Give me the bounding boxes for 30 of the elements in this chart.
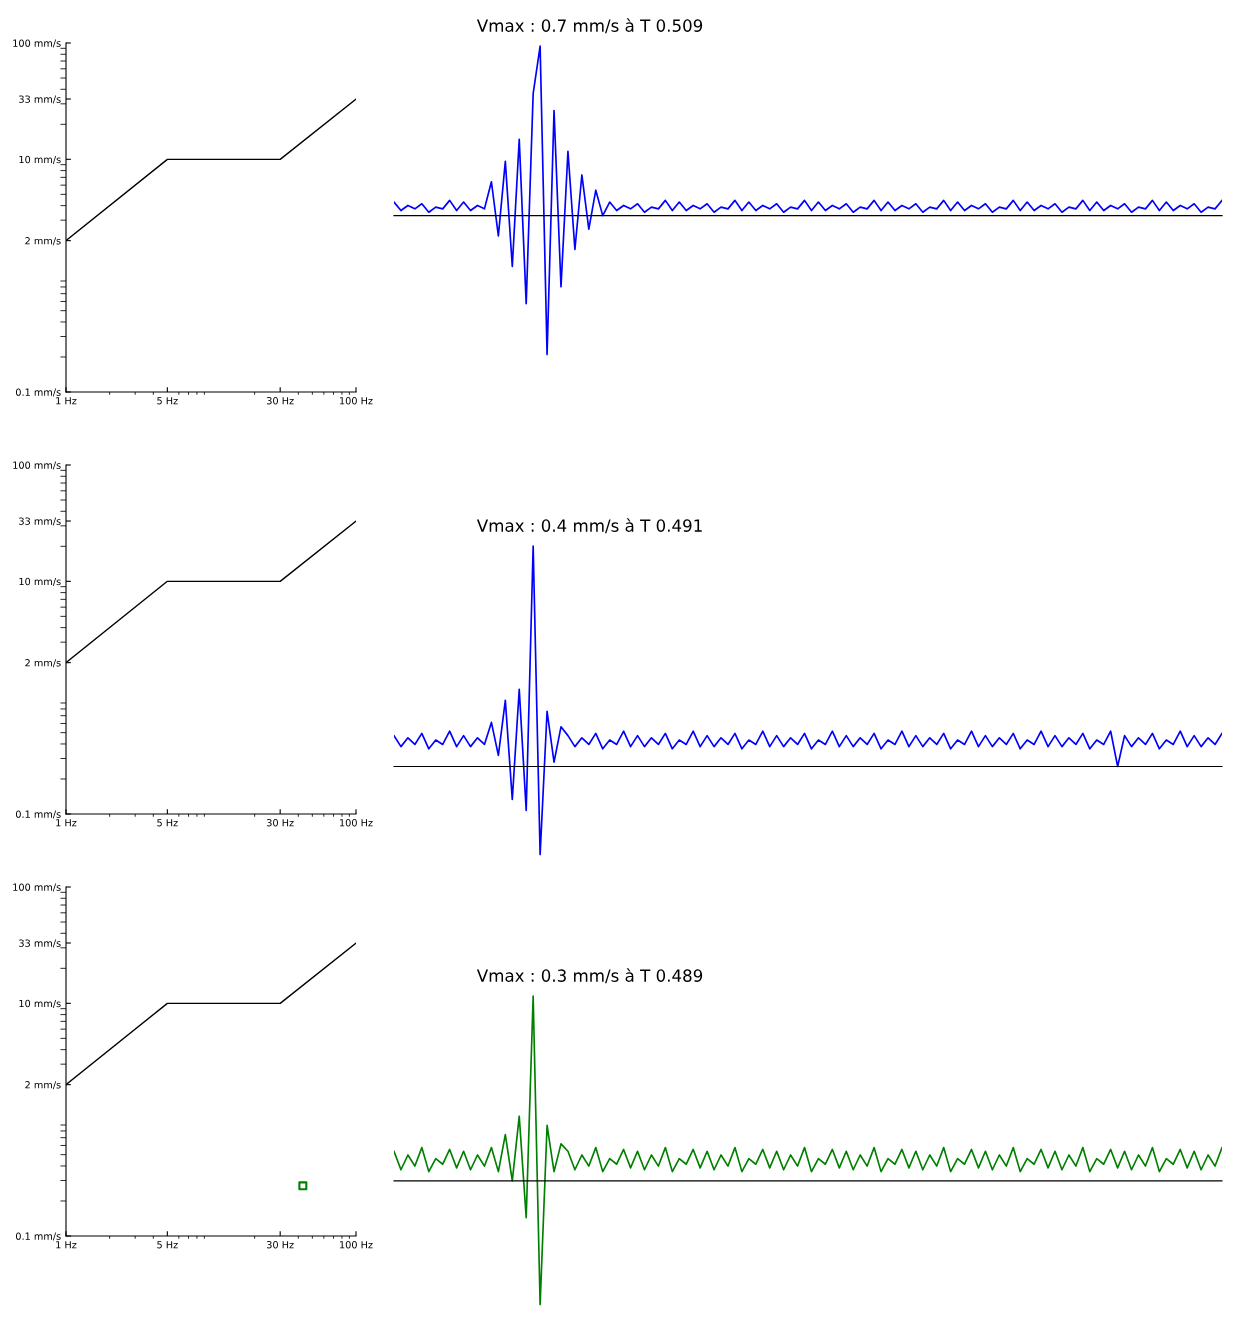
y-tick-label: 33 mm/s (19, 95, 61, 104)
x-tick-label: 30 Hz (266, 819, 294, 827)
x-tick-label: 100 Hz (340, 819, 373, 827)
y-tick-label: 100 mm/s (13, 461, 61, 470)
y-tick-label: 10 mm/s (19, 999, 61, 1008)
y-tick-label: 0.1 mm/s (15, 810, 61, 819)
y-tick-label: 33 mm/s (19, 517, 61, 526)
x-tick-label: 30 Hz (266, 397, 294, 405)
chart-title: Vmax : 0.4 mm/s à T 0.491 (476, 518, 702, 534)
y-tick-label: 2 mm/s (25, 659, 61, 668)
x-tick-label: 1 Hz (56, 397, 77, 405)
y-tick-label: 100 mm/s (13, 883, 61, 892)
y-tick-label: 33 mm/s (19, 939, 61, 948)
chart-title: Vmax : 0.3 mm/s à T 0.489 (476, 968, 703, 984)
x-tick-label: 100 Hz (340, 1241, 373, 1249)
x-tick-label: 5 Hz (157, 819, 178, 827)
x-tick-label: 1 Hz (56, 1241, 77, 1249)
y-tick-label: 10 mm/s (19, 577, 61, 586)
y-tick-label: 0.1 mm/s (15, 388, 61, 397)
y-tick-label: 2 mm/s (25, 1081, 61, 1090)
x-tick-label: 100 Hz (340, 397, 373, 405)
y-tick-label: 2 mm/s (25, 237, 61, 246)
x-tick-label: 5 Hz (157, 1241, 178, 1249)
x-tick-label: 30 Hz (266, 1241, 294, 1249)
y-tick-label: 0.1 mm/s (15, 1232, 61, 1241)
x-tick-label: 1 Hz (56, 819, 77, 827)
y-tick-label: 10 mm/s (19, 155, 61, 164)
y-tick-label: 100 mm/s (13, 39, 61, 48)
x-tick-label: 5 Hz (157, 397, 178, 405)
chart-title: Vmax : 0.7 mm/s à T 0.509 (476, 18, 703, 34)
